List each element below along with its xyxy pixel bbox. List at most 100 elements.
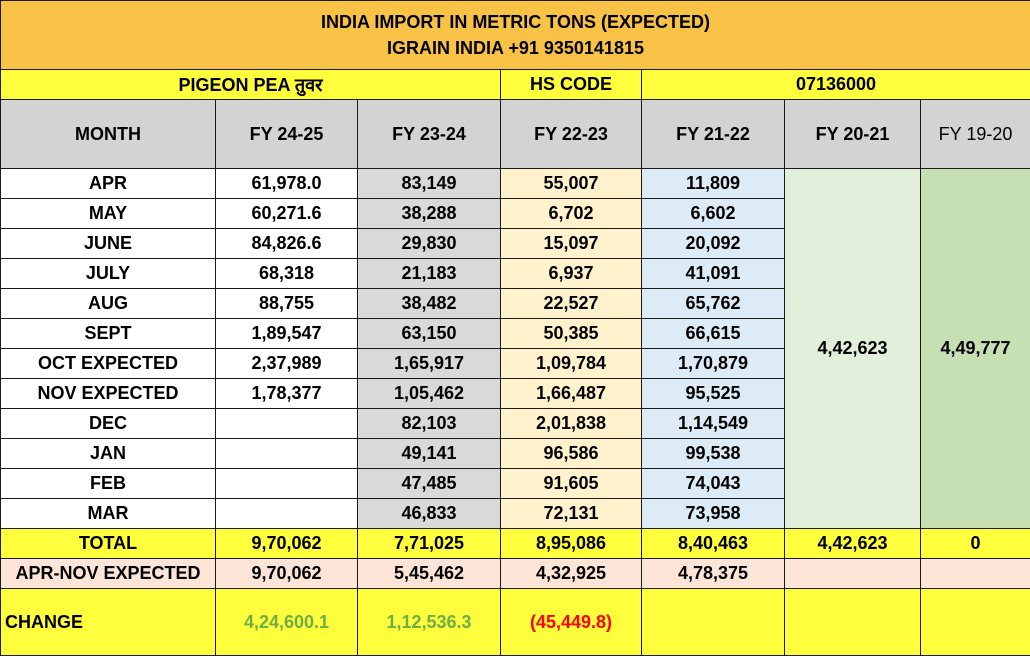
fy2324-cell: 21,183 (357, 258, 501, 289)
change-fy2324-cell: 1,12,536.3 (357, 588, 501, 656)
hs-code-value: 07136000 (641, 69, 1030, 100)
fy2324-cell: 38,288 (357, 198, 501, 229)
table-row: NOV EXPECTED 1,78,377 1,05,462 1,66,487 95,5… (0, 378, 1030, 409)
month-cell: SEPT (0, 318, 216, 349)
apr-nov-fy2021-cell (784, 558, 921, 589)
apr-nov-label-cell: APR-NOV EXPECTED (0, 558, 216, 589)
apr-nov-fy2122-cell: 4,78,375 (641, 558, 785, 589)
fy2223-cell: 96,586 (500, 438, 642, 469)
total-fy2324-cell: 7,71,025 (357, 528, 501, 559)
table-row: FEB 47,485 91,605 74,043 (0, 468, 1030, 499)
month-cell: APR (0, 168, 216, 199)
fy2223-cell: 55,007 (500, 168, 642, 199)
fy2223-cell: 72,131 (500, 498, 642, 529)
table-row: JUNE 84,826.6 29,830 15,097 20,092 (0, 228, 1030, 259)
month-cell: JUNE (0, 228, 216, 259)
total-fy2021-cell: 4,42,623 (784, 528, 921, 559)
month-cell: OCT EXPECTED (0, 348, 216, 379)
title-line-1: INDIA IMPORT IN METRIC TONS (EXPECTED) (320, 12, 710, 32)
fy2122-cell: 1,14,549 (641, 408, 785, 439)
header-fy2021: FY 20-21 (784, 99, 921, 169)
apr-nov-fy2425-cell: 9,70,062 (215, 558, 358, 589)
hs-code-label: HS CODE (500, 69, 642, 100)
month-cell: NOV EXPECTED (0, 378, 216, 409)
fy2425-cell: 1,89,547 (215, 318, 358, 349)
fy2324-cell: 46,833 (357, 498, 501, 529)
header-row: MONTH FY 24-25 FY 23-24 FY 22-23 FY 21-2… (0, 99, 1030, 169)
header-fy2324: FY 23-24 (357, 99, 501, 169)
total-label-cell: TOTAL (0, 528, 216, 559)
fy2425-cell: 88,755 (215, 288, 358, 319)
fy2324-cell: 38,482 (357, 288, 501, 319)
fy2425-cell: 2,37,989 (215, 348, 358, 379)
table-row: JAN 49,141 96,586 99,538 (0, 438, 1030, 469)
apr-nov-fy2223-cell: 4,32,925 (500, 558, 642, 589)
fy2223-cell: 50,385 (500, 318, 642, 349)
total-fy2425-cell: 9,70,062 (215, 528, 358, 559)
fy2425-cell (215, 498, 358, 529)
fy2324-cell: 29,830 (357, 228, 501, 259)
month-cell: MAR (0, 498, 216, 529)
fy2324-cell: 83,149 (357, 168, 501, 199)
header-fy2425: FY 24-25 (215, 99, 358, 169)
fy2122-cell: 74,043 (641, 468, 785, 499)
table-title: INDIA IMPORT IN METRIC TONS (EXPECTED) I… (0, 0, 1030, 70)
fy2122-cell: 11,809 (641, 168, 785, 199)
fy2122-cell: 1,70,879 (641, 348, 785, 379)
apr-nov-row: APR-NOV EXPECTED 9,70,062 5,45,462 4,32,925… (0, 558, 1030, 589)
month-cell: AUG (0, 288, 216, 319)
total-fy1920-cell: 0 (920, 528, 1030, 559)
change-fy1920-cell (920, 588, 1030, 656)
fy2425-cell (215, 408, 358, 439)
title-line-2: IGRAIN INDIA +91 9350141815 (387, 38, 644, 58)
change-fy2425-cell: 4,24,600.1 (215, 588, 358, 656)
fy2425-cell: 1,78,377 (215, 378, 358, 409)
change-fy2122-cell (641, 588, 785, 656)
fy2223-cell: 2,01,838 (500, 408, 642, 439)
change-row: CHANGE 4,24,600.1 1,12,536.3 (45,449.8) (0, 588, 1030, 656)
fy2324-cell: 82,103 (357, 408, 501, 439)
fy2223-cell: 22,527 (500, 288, 642, 319)
fy2425-cell: 61,978.0 (215, 168, 358, 199)
change-fy2223-cell: (45,449.8) (500, 588, 642, 656)
fy2122-cell: 41,091 (641, 258, 785, 289)
change-label-cell: CHANGE (0, 588, 216, 656)
month-cell: DEC (0, 408, 216, 439)
fy2223-cell: 1,09,784 (500, 348, 642, 379)
table-row: OCT EXPECTED 2,37,989 1,65,917 1,09,784 1,70… (0, 348, 1030, 379)
table-row: SEPT 1,89,547 63,150 50,385 66,615 (0, 318, 1030, 349)
fy2122-cell: 6,602 (641, 198, 785, 229)
header-fy2122: FY 21-22 (641, 99, 785, 169)
table-row: MAR 46,833 72,131 73,958 (0, 498, 1030, 529)
header-month: MONTH (0, 99, 216, 169)
fy2122-cell: 20,092 (641, 228, 785, 259)
fy2425-cell (215, 438, 358, 469)
fy2223-cell: 91,605 (500, 468, 642, 499)
fy2324-cell: 49,141 (357, 438, 501, 469)
fy2324-cell: 63,150 (357, 318, 501, 349)
fy2425-cell: 68,318 (215, 258, 358, 289)
total-fy2223-cell: 8,95,086 (500, 528, 642, 559)
info-row: PIGEON PEA तुवर HS CODE 07136000 (0, 69, 1030, 100)
total-row: TOTAL 9,70,062 7,71,025 8,95,086 8,40,463 4,4… (0, 528, 1030, 559)
fy2223-cell: 15,097 (500, 228, 642, 259)
total-fy2122-cell: 8,40,463 (641, 528, 785, 559)
fy2122-cell: 73,958 (641, 498, 785, 529)
fy2122-cell: 66,615 (641, 318, 785, 349)
fy2223-cell: 6,702 (500, 198, 642, 229)
header-fy1920: FY 19-20 (920, 99, 1030, 169)
fy2122-cell: 99,538 (641, 438, 785, 469)
table-row: JULY 68,318 21,183 6,937 41,091 (0, 258, 1030, 289)
apr-nov-fy1920-cell (920, 558, 1030, 589)
table-row: AUG 88,755 38,482 22,527 65,762 (0, 288, 1030, 319)
fy2021-annual-total: 4,42,623 (784, 168, 921, 529)
apr-nov-fy2324-cell: 5,45,462 (357, 558, 501, 589)
fy2324-cell: 1,05,462 (357, 378, 501, 409)
month-cell: JULY (0, 258, 216, 289)
fy2122-cell: 95,525 (641, 378, 785, 409)
header-fy2223: FY 22-23 (500, 99, 642, 169)
table-row: MAY 60,271.6 38,288 6,702 6,602 (0, 198, 1030, 229)
change-fy2021-cell (784, 588, 921, 656)
fy2122-cell: 65,762 (641, 288, 785, 319)
fy2223-cell: 6,937 (500, 258, 642, 289)
